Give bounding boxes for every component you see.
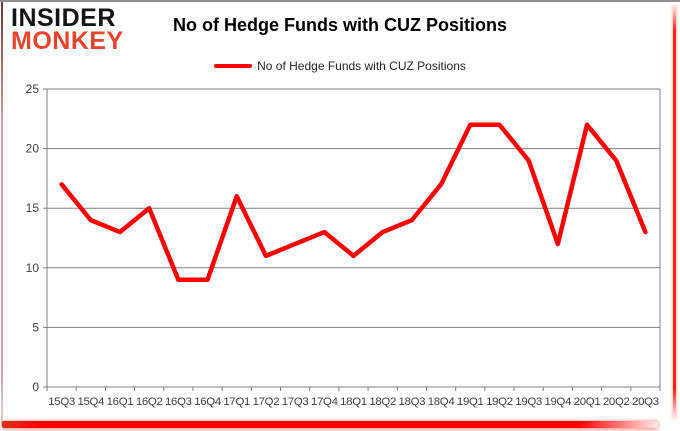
x-tick-label: 17Q4: [311, 396, 338, 408]
legend: No of Hedge Funds with CUZ Positions: [0, 59, 680, 73]
x-tick-label: 16Q4: [194, 396, 221, 408]
x-tick-label: 17Q1: [223, 396, 250, 408]
x-tick-label: 18Q2: [369, 396, 396, 408]
y-tick-label: 15: [26, 201, 40, 215]
x-tick-label: 15Q4: [77, 396, 104, 408]
y-tick-label: 10: [26, 261, 40, 275]
x-tick-label: 20Q1: [574, 396, 601, 408]
x-tick-label: 19Q4: [544, 396, 571, 408]
legend-label: No of Hedge Funds with CUZ Positions: [257, 59, 466, 73]
x-tick-label: 15Q3: [48, 396, 75, 408]
left-accent-border: [1, 2, 3, 426]
x-tick-label: 20Q3: [632, 396, 659, 408]
x-tick-label: 18Q4: [428, 396, 455, 408]
logo-line1: INSIDER: [11, 4, 116, 32]
x-tick-label: 18Q1: [340, 396, 367, 408]
top-border: [0, 0, 680, 2]
x-tick-label: 20Q2: [603, 396, 630, 408]
y-tick-label: 5: [32, 320, 39, 334]
chart-title: No of Hedge Funds with CUZ Positions: [173, 15, 507, 35]
x-tick-label: 19Q2: [486, 396, 513, 408]
right-accent-bar: [673, 6, 676, 418]
y-tick-label: 20: [26, 142, 40, 156]
x-tick-label: 19Q3: [515, 396, 542, 408]
insider-monkey-logo: INSIDER MONKEY: [11, 4, 124, 56]
x-tick-label: 16Q1: [107, 396, 134, 408]
logo-line2: MONKEY: [11, 27, 124, 56]
y-tick-label: 0: [32, 380, 39, 394]
legend-line-swatch: [214, 64, 253, 68]
x-tick-label: 17Q2: [253, 396, 280, 408]
x-tick-label: 16Q2: [136, 396, 163, 408]
x-tick-label: 16Q3: [165, 396, 192, 408]
x-tick-label: 18Q3: [399, 396, 426, 408]
x-tick-label: 17Q3: [282, 396, 309, 408]
x-tick-label: 19Q1: [457, 396, 484, 408]
bottom-accent-bar: [2, 421, 658, 428]
data-series-line: [59, 122, 648, 282]
y-tick-label: 25: [26, 82, 40, 96]
